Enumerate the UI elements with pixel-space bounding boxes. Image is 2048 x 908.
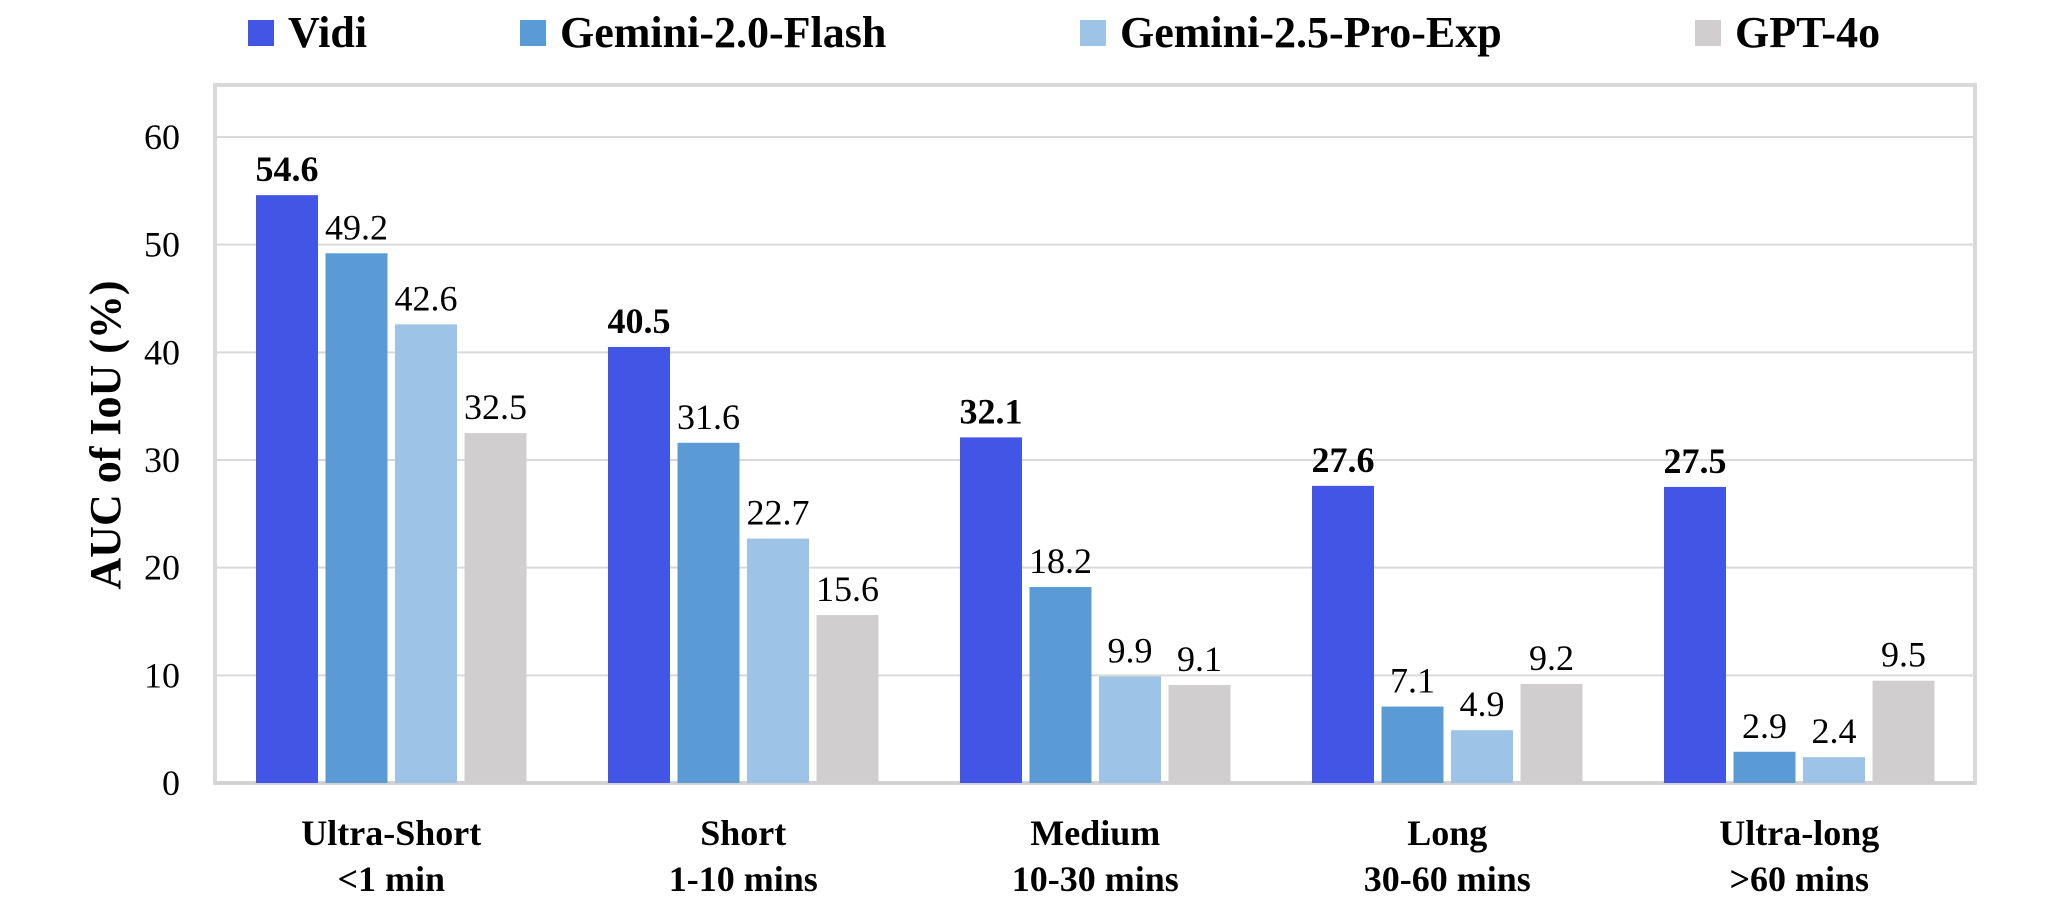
x-tick-label: Ultra-Short — [301, 813, 481, 853]
bar-value-label: 42.6 — [395, 278, 458, 318]
bar — [1520, 683, 1583, 783]
bar — [1451, 730, 1513, 783]
bar — [1803, 757, 1865, 783]
bar — [1312, 485, 1374, 783]
bar — [816, 615, 879, 783]
y-tick-label: 20 — [144, 548, 180, 588]
bar-value-label: 18.2 — [1029, 541, 1092, 581]
x-tick-label: Long — [1407, 813, 1487, 853]
bars — [256, 195, 1935, 783]
x-axis-labels: Ultra-Short <1 min Short 1-10 mins Medium 10-… — [301, 813, 1879, 899]
legend-label: GPT-4o — [1735, 8, 1880, 57]
bar — [608, 346, 670, 783]
bar-value-labels: 54.6 40.5 32.1 27.6 27.5 49.2 31.6 18.2 7.1 2.9 42… — [256, 149, 1927, 751]
legend-label: Vidi — [288, 8, 367, 57]
bar — [1029, 587, 1092, 783]
bar — [1664, 486, 1726, 783]
bar-value-label: 7.1 — [1390, 661, 1435, 701]
y-tick-label: 30 — [144, 440, 180, 480]
x-tick-label: 30-60 mins — [1364, 859, 1531, 899]
y-axis-ticks: 0 10 20 30 40 50 60 — [144, 117, 180, 803]
bar-value-label: 32.1 — [960, 391, 1023, 431]
legend-label: Gemini-2.0-Flash — [560, 8, 886, 57]
bar-value-label: 27.5 — [1664, 441, 1727, 481]
bar-value-label: 54.6 — [256, 149, 319, 189]
bar-value-label: 9.5 — [1881, 635, 1926, 675]
bar-value-label: 22.7 — [747, 493, 810, 533]
y-tick-label: 0 — [162, 763, 180, 803]
bar — [960, 437, 1022, 783]
legend-swatch — [1695, 20, 1721, 46]
bar-value-label: 2.4 — [1812, 711, 1857, 751]
y-tick-label: 50 — [144, 225, 180, 265]
bar — [1733, 751, 1796, 783]
bar — [325, 253, 388, 783]
bar-value-label: 32.5 — [464, 387, 527, 427]
x-tick-label: <1 min — [337, 859, 445, 899]
x-tick-label: Short — [700, 813, 786, 853]
bar-value-label: 2.9 — [1742, 706, 1787, 746]
bar-value-label: 31.6 — [677, 397, 740, 437]
bar — [1872, 680, 1935, 783]
bar — [464, 433, 527, 783]
bar — [1168, 685, 1231, 783]
bar-value-label: 9.2 — [1529, 638, 1574, 678]
legend-swatch — [1080, 20, 1106, 46]
bar — [747, 538, 809, 783]
y-axis-label: AUC of IoU (%) — [81, 280, 130, 589]
bar-value-label: 4.9 — [1460, 684, 1505, 724]
x-tick-label: 10-30 mins — [1012, 859, 1179, 899]
bar-value-label: 27.6 — [1312, 440, 1375, 480]
bar-value-label: 9.9 — [1108, 630, 1153, 670]
bar — [677, 442, 740, 783]
x-tick-label: Medium — [1030, 813, 1160, 853]
x-tick-label: >60 mins — [1729, 859, 1869, 899]
bar — [1381, 706, 1444, 783]
bar — [1099, 676, 1161, 783]
legend-swatch — [520, 20, 546, 46]
bar — [395, 324, 457, 783]
y-tick-label: 60 — [144, 117, 180, 157]
x-tick-label: 1-10 mins — [669, 859, 818, 899]
bar-value-label: 40.5 — [608, 301, 671, 341]
y-tick-label: 40 — [144, 332, 180, 372]
bar — [256, 195, 318, 783]
y-tick-label: 10 — [144, 655, 180, 695]
bar-value-label: 49.2 — [325, 207, 388, 247]
legend-label: Gemini-2.5-Pro-Exp — [1120, 8, 1502, 57]
legend: Vidi Gemini-2.0-Flash Gemini-2.5-Pro-Exp GP… — [248, 8, 1880, 57]
x-tick-label: Ultra-long — [1719, 813, 1879, 853]
bar-value-label: 9.1 — [1177, 639, 1222, 679]
legend-swatch — [248, 20, 274, 46]
bar-value-label: 15.6 — [816, 569, 879, 609]
